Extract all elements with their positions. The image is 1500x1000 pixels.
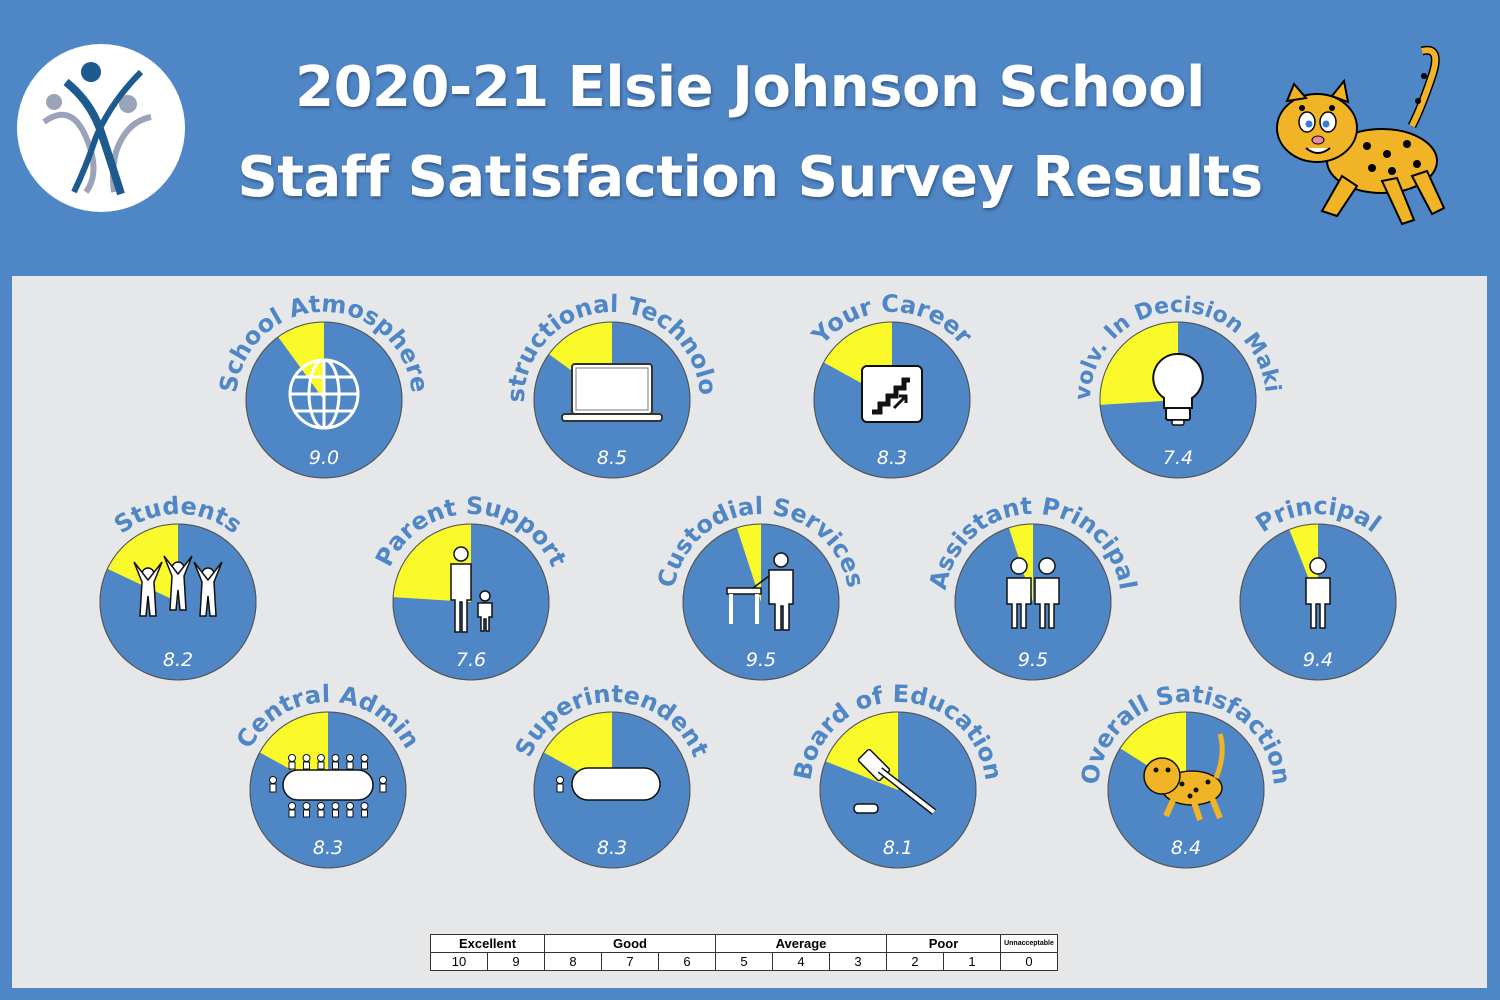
page-title-line-2: Staff Satisfaction Survey Results <box>237 145 1263 210</box>
district-logo <box>17 44 185 212</box>
pie-value-label: 8.2 <box>163 649 193 671</box>
pie-value-label: 8.3 <box>313 837 343 859</box>
scale-value: 1 <box>943 952 1001 971</box>
scale-group-unacceptable: Unnacceptable <box>1000 934 1058 953</box>
desk-icon <box>556 767 661 801</box>
page-title-line-1: 2020-21 Elsie Johnson School <box>295 55 1205 120</box>
scale-group-average: Average <box>715 934 887 953</box>
pie-value-label: 7.4 <box>1163 447 1193 469</box>
rating-scale-table: Excellent Good Average Poor Unnacceptabl… <box>430 934 1058 971</box>
pie-value-label: 9.4 <box>1303 649 1333 671</box>
pie-value-label: 8.3 <box>597 837 627 859</box>
scale-value: 4 <box>772 952 830 971</box>
meeting-table-icon <box>269 754 387 818</box>
pie-slice-remainder <box>736 524 761 602</box>
pie-slice-remainder <box>278 322 324 400</box>
lightbulb-icon <box>1152 352 1204 426</box>
pie-slice-remainder <box>107 524 178 602</box>
scale-value: 7 <box>601 952 659 971</box>
two-people-icon <box>1006 557 1060 629</box>
pie-value-label: 8.3 <box>877 447 907 469</box>
pie-value-label: 8.1 <box>883 837 913 859</box>
custodian-icon <box>726 552 794 631</box>
scale-value: 0 <box>1000 952 1058 971</box>
rating-scale-values-row: 10 9 8 7 6 5 4 3 2 1 0 <box>430 952 1058 971</box>
scale-value: 3 <box>829 952 887 971</box>
pie-value-label: 7.6 <box>456 649 486 671</box>
gavel-icon <box>853 748 937 815</box>
scale-value: 2 <box>886 952 944 971</box>
pie-value-label: 9.0 <box>309 447 339 469</box>
leopard-icon <box>1143 733 1225 821</box>
scale-value: 8 <box>544 952 602 971</box>
header: 2020-21 Elsie Johnson School Staff Satis… <box>0 0 1500 268</box>
students-icon <box>133 555 223 617</box>
scale-group-poor: Poor <box>886 934 1001 953</box>
scale-group-excellent: Excellent <box>430 934 545 953</box>
person-icon <box>1305 557 1331 629</box>
rating-scale-groups-row: Excellent Good Average Poor Unnacceptabl… <box>430 934 1058 953</box>
scale-value: 10 <box>430 952 488 971</box>
pie-value-label: 8.5 <box>597 447 627 469</box>
stairs-icon <box>861 365 923 423</box>
laptop-icon <box>561 363 663 422</box>
scale-value: 9 <box>487 952 545 971</box>
pie-value-label: 9.5 <box>746 649 776 671</box>
leopard-mascot-icon <box>1276 45 1446 226</box>
pie-value-label: 9.5 <box>1018 649 1048 671</box>
globe-icon <box>288 358 360 430</box>
pie-value-label: 8.4 <box>1171 837 1201 859</box>
scale-value: 5 <box>715 952 773 971</box>
scale-value: 6 <box>658 952 716 971</box>
parent-child-icon <box>450 546 493 633</box>
scale-group-good: Good <box>544 934 716 953</box>
